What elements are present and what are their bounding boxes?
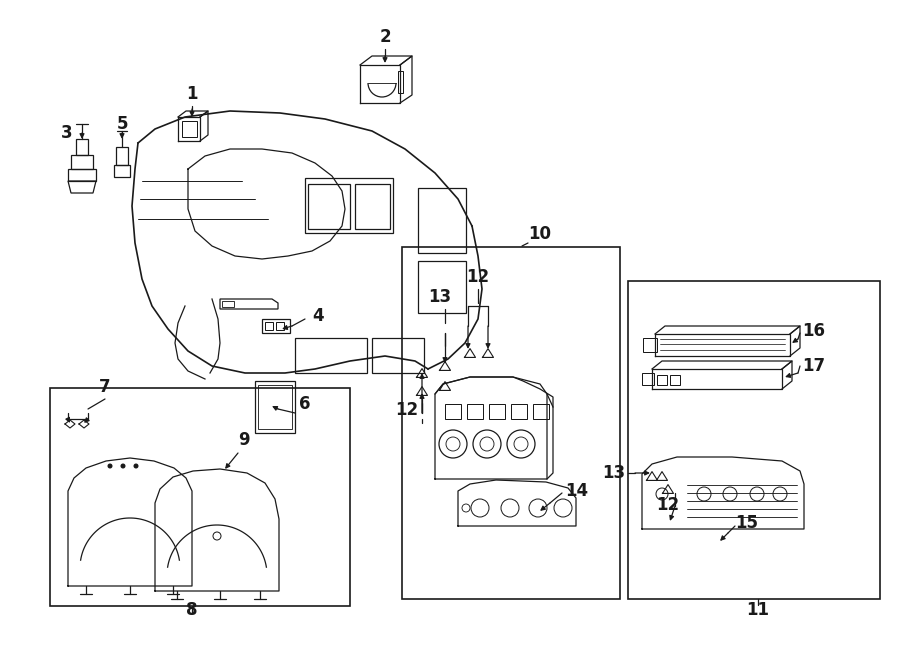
Circle shape — [122, 464, 125, 468]
Bar — [642, 373, 654, 385]
Text: 16: 16 — [802, 322, 825, 340]
Bar — [355, 184, 390, 229]
Circle shape — [108, 464, 112, 468]
Bar — [418, 188, 466, 253]
Bar — [295, 338, 367, 373]
Text: 7: 7 — [99, 378, 111, 396]
Text: 12: 12 — [395, 401, 418, 419]
Bar — [628, 281, 880, 599]
Bar — [114, 165, 130, 177]
Bar — [222, 301, 234, 307]
Bar — [398, 71, 403, 93]
Text: 13: 13 — [428, 288, 452, 306]
Text: 11: 11 — [746, 601, 769, 619]
Bar — [467, 404, 483, 419]
Bar — [305, 178, 393, 233]
Text: 13: 13 — [602, 464, 625, 482]
Text: 9: 9 — [238, 431, 249, 449]
Bar — [255, 381, 295, 433]
Bar — [402, 247, 620, 599]
Text: 17: 17 — [802, 357, 825, 375]
Text: 6: 6 — [299, 395, 310, 413]
Bar — [657, 375, 667, 385]
Bar — [489, 404, 505, 419]
Text: 2: 2 — [379, 28, 391, 46]
Text: 4: 4 — [312, 307, 324, 325]
Bar — [50, 388, 350, 606]
Bar — [643, 338, 657, 352]
Bar — [445, 404, 461, 419]
Text: 12: 12 — [656, 496, 680, 514]
Bar — [265, 322, 273, 330]
Text: 8: 8 — [186, 601, 198, 619]
Bar — [258, 385, 292, 429]
Bar — [182, 121, 197, 137]
Text: 5: 5 — [116, 115, 128, 133]
Bar — [511, 404, 527, 419]
Bar — [372, 338, 424, 373]
Bar — [418, 261, 466, 313]
Bar — [308, 184, 350, 229]
Bar — [262, 319, 290, 333]
Bar — [116, 147, 128, 165]
Bar — [533, 404, 549, 419]
Bar — [276, 322, 284, 330]
Bar — [670, 375, 680, 385]
Text: 1: 1 — [186, 85, 198, 103]
Circle shape — [134, 464, 138, 468]
Text: 10: 10 — [528, 225, 551, 243]
Text: 3: 3 — [60, 124, 72, 142]
Text: 15: 15 — [735, 514, 758, 532]
Bar — [76, 139, 88, 155]
Text: 12: 12 — [466, 268, 490, 286]
Text: 14: 14 — [565, 482, 588, 500]
